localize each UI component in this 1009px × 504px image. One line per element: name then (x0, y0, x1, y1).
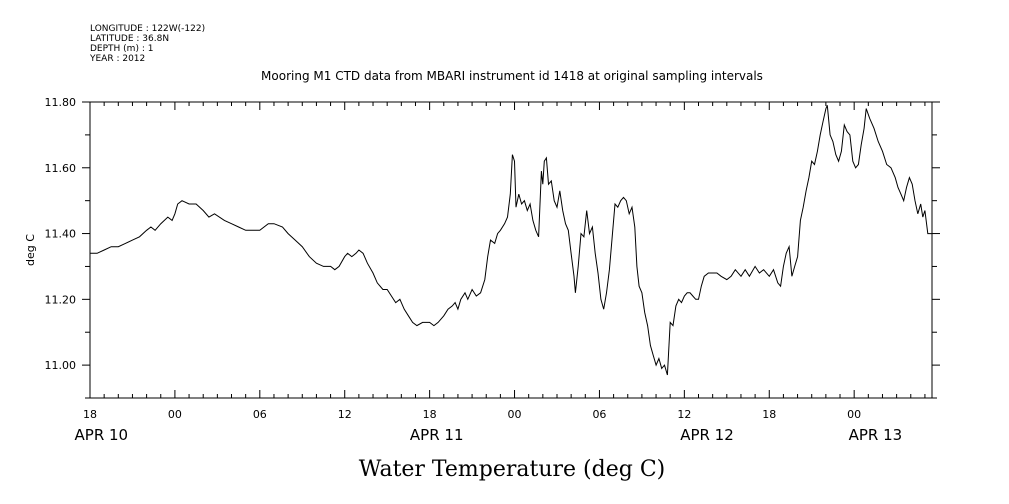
meta-longitude: LONGITUDE : 122W(-122) (90, 24, 205, 34)
x-tick-label: 18 (83, 408, 97, 421)
date-label: APR 10 (75, 426, 129, 444)
y-tick-label: 11.00 (45, 359, 77, 372)
x-tick-label: 12 (677, 408, 691, 421)
metadata-block: LONGITUDE : 122W(-122) LATITUDE : 36.8N … (89, 24, 205, 64)
x-tick-label: 00 (847, 408, 861, 421)
axis-ticks (82, 101, 940, 399)
y-tick-label: 11.20 (45, 293, 77, 306)
plot-frame (89, 101, 933, 399)
y-axis-label: deg C (24, 234, 37, 266)
y-tick-label: 11.80 (45, 96, 77, 109)
date-labels: APR 10 APR 11 APR 12 APR 13 (75, 426, 903, 444)
x-tick-label: 00 (508, 408, 522, 421)
series-line-temperature (90, 105, 932, 376)
chart-title: Mooring M1 CTD data from MBARI instrumen… (261, 69, 763, 83)
x-tick-labels: 18 00 06 12 18 00 06 12 18 00 (83, 408, 861, 421)
meta-latitude: LATITUDE : 36.8N (90, 34, 169, 44)
meta-depth: DEPTH (m) : 1 (90, 44, 153, 54)
bottom-title: Water Temperature (deg C) (359, 457, 666, 482)
x-tick-label: 18 (423, 408, 437, 421)
y-tick-label: 11.60 (45, 162, 77, 175)
x-tick-label: 00 (168, 408, 182, 421)
y-tick-label: 11.40 (45, 228, 77, 241)
x-tick-label: 06 (253, 408, 267, 421)
x-tick-label: 18 (762, 408, 776, 421)
date-label: APR 12 (680, 426, 734, 444)
date-label: APR 13 (849, 426, 903, 444)
meta-year: YEAR : 2012 (89, 54, 145, 64)
x-tick-label: 12 (338, 408, 352, 421)
x-tick-label: 06 (592, 408, 606, 421)
date-label: APR 11 (410, 426, 464, 444)
y-tick-labels: 11.00 11.20 11.40 11.60 11.80 (45, 96, 77, 372)
